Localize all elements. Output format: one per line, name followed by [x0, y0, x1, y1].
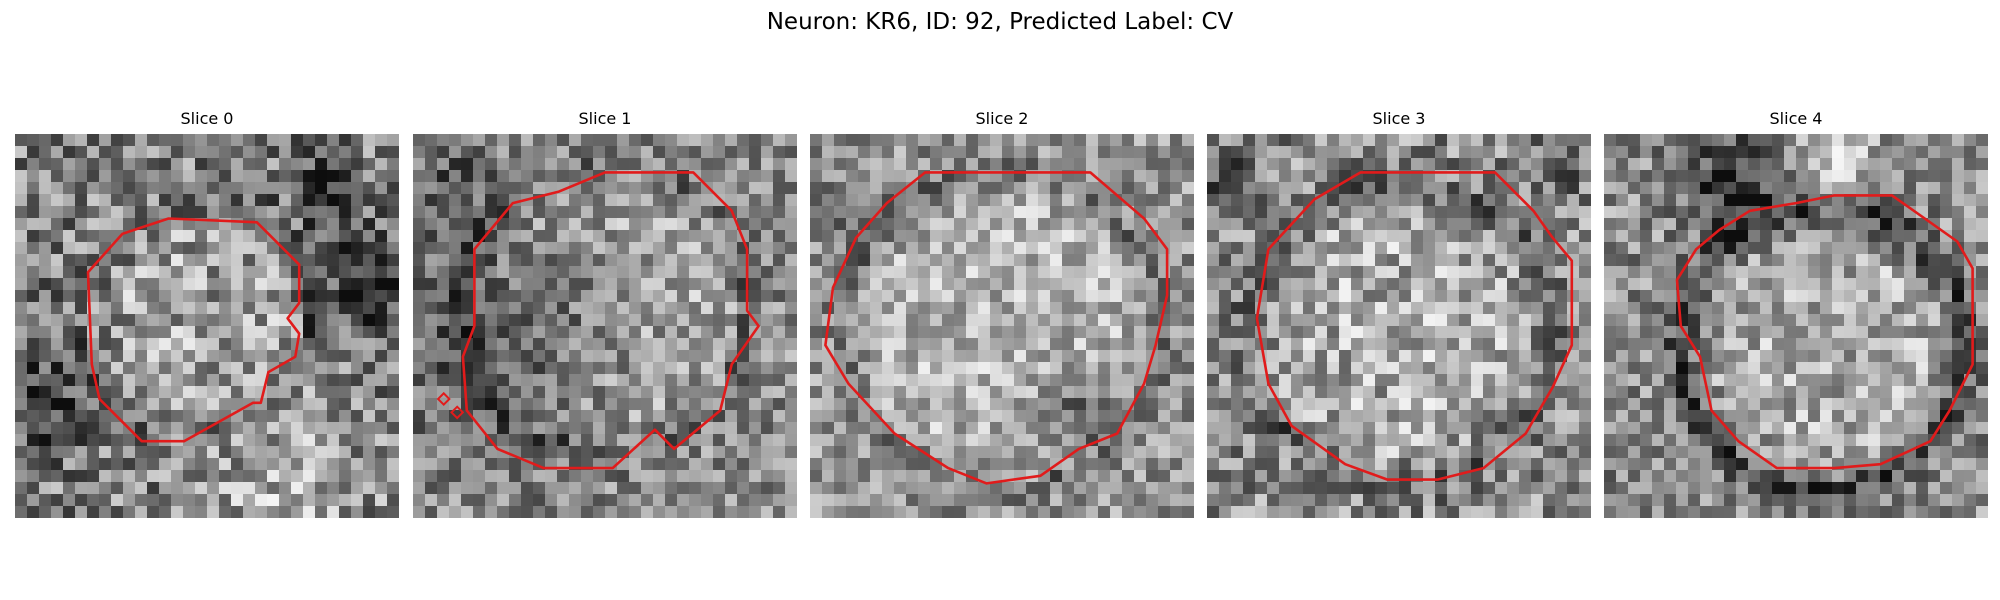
- pixel-grid-1: [413, 134, 797, 518]
- slice-panel-0: Slice 0: [15, 108, 399, 518]
- slice-title-4: Slice 4: [1769, 109, 1823, 128]
- slice-panel-1: Slice 1: [413, 108, 797, 518]
- slice-title-0: Slice 0: [180, 109, 234, 128]
- pixel-grid-3: [1207, 134, 1591, 518]
- slice-title-2: Slice 2: [975, 109, 1029, 128]
- slice-image-0: [15, 134, 399, 518]
- pixel-grid-4: [1604, 134, 1988, 518]
- slice-image-2: [810, 134, 1194, 518]
- figure-title: Neuron: KR6, ID: 92, Predicted Label: CV: [766, 9, 1234, 35]
- neuron-contour-4: [1675, 194, 1974, 470]
- slice-image-1: [413, 134, 797, 518]
- slice-panel-3: Slice 3: [1207, 108, 1591, 518]
- contour-fragment-0: [436, 391, 451, 407]
- slice-panel-4: Slice 4: [1604, 108, 1988, 518]
- slice-image-3: [1207, 134, 1591, 518]
- slice-image-4: [1604, 134, 1988, 518]
- slice-panel-2: Slice 2: [810, 108, 1194, 518]
- neuron-contour-3: [1255, 171, 1574, 481]
- neuron-contour-0: [86, 217, 301, 443]
- pixel-grid-2: [810, 134, 1194, 518]
- slice-title-3: Slice 3: [1372, 109, 1426, 128]
- contour-fragment-1: [450, 405, 465, 420]
- pixel-grid-0: [15, 134, 399, 518]
- slice-title-1: Slice 1: [578, 109, 632, 128]
- neuron-contour-2: [824, 171, 1169, 485]
- neuron-contour-1: [461, 171, 760, 470]
